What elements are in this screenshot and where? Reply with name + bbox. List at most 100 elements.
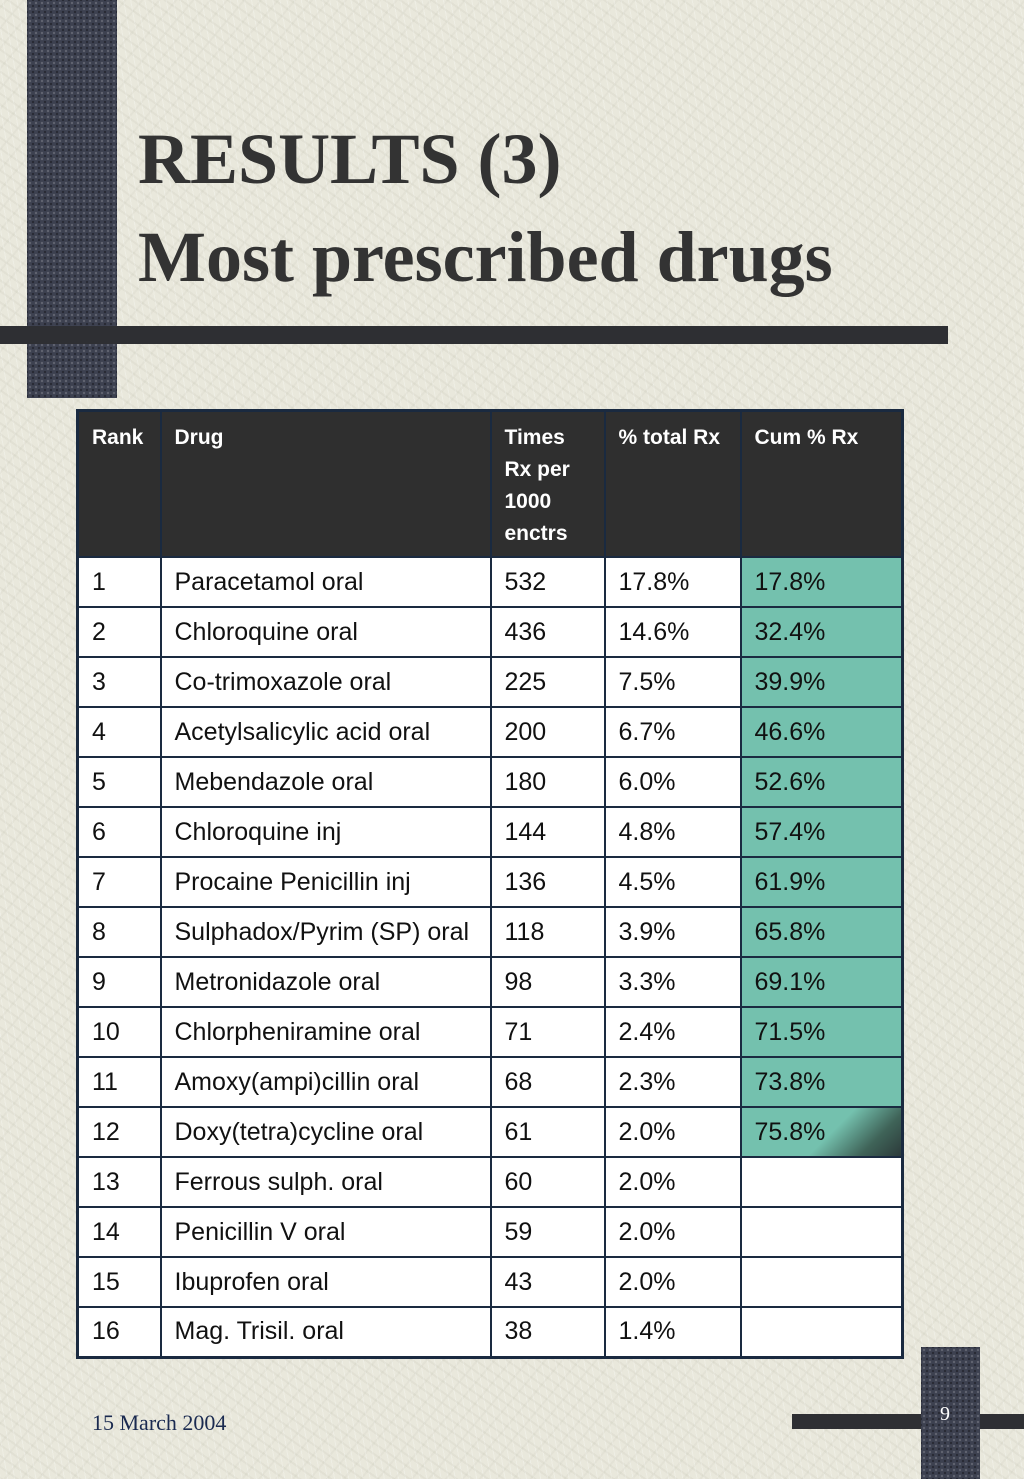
pct-total-cell: 2.0% [603,1106,742,1158]
slide-date: 15 March 2004 [92,1410,227,1435]
table-row: 14 Penicillin V oral 59 2.0% [76,1206,904,1258]
cum-pct-cell [739,1256,904,1308]
pct-total-cell: 2.4% [603,1006,742,1058]
drug-cell: Acetylsalicylic acid oral [159,706,492,758]
pct-total-cell: 4.5% [603,856,742,908]
header-pct-total: % total Rx [603,410,742,557]
drug-cell: Amoxy(ampi)cillin oral [159,1056,492,1108]
cum-pct-cell: 52.6% [739,756,904,808]
title-line-2: Most prescribed drugs [138,217,833,297]
table-row: 6 Chloroquine inj 144 4.8% 57.4% [76,806,904,858]
page-number: 9 [940,1403,950,1425]
cum-pct-cell: 57.4% [739,806,904,858]
drug-cell: Chloroquine oral [159,606,492,658]
times-rx-cell: 60 [489,1156,606,1208]
times-rx-cell: 98 [489,956,606,1008]
drugs-table: Rank Drug Times Rx per 1000 enctrs % tot… [76,409,904,1359]
header-times-rx: Times Rx per 1000 enctrs [489,410,606,557]
times-rx-cell: 43 [489,1256,606,1308]
drug-cell: Sulphadox/Pyrim (SP) oral [159,906,492,958]
cum-pct-cell [739,1206,904,1258]
cum-pct-cell: 39.9% [739,656,904,708]
cum-pct-cell: 17.8% [739,556,904,608]
cum-pct-cell: 73.8% [739,1056,904,1108]
table-row: 13 Ferrous sulph. oral 60 2.0% [76,1156,904,1208]
table-row: 11 Amoxy(ampi)cillin oral 68 2.3% 73.8% [76,1056,904,1108]
drug-cell: Chloroquine inj [159,806,492,858]
cum-pct-cell: 65.8% [739,906,904,958]
slide-title: RESULTS (3) Most prescribed drugs [138,110,1008,306]
pct-total-cell: 6.7% [603,706,742,758]
cum-pct-cell: 46.6% [739,706,904,758]
rank-cell: 10 [76,1006,162,1058]
header-drug: Drug [159,410,492,557]
bottom-right-decorative-block [921,1347,980,1479]
rank-cell: 13 [76,1156,162,1208]
pct-total-cell: 6.0% [603,756,742,808]
rank-cell: 2 [76,606,162,658]
cum-pct-cell [739,1156,904,1208]
table-row: 9 Metronidazole oral 98 3.3% 69.1% [76,956,904,1008]
table-row: 7 Procaine Penicillin inj 136 4.5% 61.9% [76,856,904,908]
rank-cell: 9 [76,956,162,1008]
pct-total-cell: 14.6% [603,606,742,658]
footer-bar-right [980,1414,1024,1429]
footer-bar-left [792,1414,921,1429]
drug-cell: Paracetamol oral [159,556,492,608]
drug-cell: Metronidazole oral [159,956,492,1008]
times-rx-cell: 118 [489,906,606,958]
rank-cell: 1 [76,556,162,608]
table-header-row: Rank Drug Times Rx per 1000 enctrs % tot… [76,410,904,557]
table-row: 3 Co-trimoxazole oral 225 7.5% 39.9% [76,656,904,708]
rank-cell: 12 [76,1106,162,1158]
drug-cell: Mebendazole oral [159,756,492,808]
times-rx-cell: 436 [489,606,606,658]
times-rx-cell: 532 [489,556,606,608]
rank-cell: 8 [76,906,162,958]
table-row: 10 Chlorpheniramine oral 71 2.4% 71.5% [76,1006,904,1058]
times-rx-cell: 180 [489,756,606,808]
header-rank: Rank [76,410,162,557]
cum-pct-cell: 71.5% [739,1006,904,1058]
cum-pct-cell: 75.8% [739,1106,904,1158]
drug-cell: Ferrous sulph. oral [159,1156,492,1208]
cum-pct-cell: 61.9% [739,856,904,908]
pct-total-cell: 7.5% [603,656,742,708]
cum-pct-cell: 32.4% [739,606,904,658]
table-row: 8 Sulphadox/Pyrim (SP) oral 118 3.9% 65.8% [76,906,904,958]
title-divider-bar [0,326,948,344]
header-times-line-3: 1000 [504,490,552,513]
rank-cell: 14 [76,1206,162,1258]
table-row: 4 Acetylsalicylic acid oral 200 6.7% 46.6% [76,706,904,758]
drug-cell: Co-trimoxazole oral [159,656,492,708]
times-rx-cell: 71 [489,1006,606,1058]
rank-cell: 15 [76,1256,162,1308]
rank-cell: 7 [76,856,162,908]
times-rx-cell: 136 [489,856,606,908]
drug-cell: Chlorpheniramine oral [159,1006,492,1058]
table-row: 5 Mebendazole oral 180 6.0% 52.6% [76,756,904,808]
drug-cell: Ibuprofen oral [159,1256,492,1308]
times-rx-cell: 225 [489,656,606,708]
drug-cell: Doxy(tetra)cycline oral [159,1106,492,1158]
cum-pct-cell [739,1306,904,1358]
pct-total-cell: 3.9% [603,906,742,958]
rank-cell: 6 [76,806,162,858]
title-line-1: RESULTS (3) [138,119,562,199]
drug-cell: Mag. Trisil. oral [159,1306,492,1358]
table-row: 1 Paracetamol oral 532 17.8% 17.8% [76,556,904,608]
table-row: 16 Mag. Trisil. oral 38 1.4% [76,1306,904,1358]
rank-cell: 16 [76,1306,162,1358]
drug-cell: Penicillin V oral [159,1206,492,1258]
times-rx-cell: 68 [489,1056,606,1108]
times-rx-cell: 200 [489,706,606,758]
table-row: 12 Doxy(tetra)cycline oral 61 2.0% 75.8% [76,1106,904,1158]
header-times-line-4: enctrs [504,522,568,545]
pct-total-cell: 2.0% [603,1156,742,1208]
rank-cell: 11 [76,1056,162,1108]
header-times-line-1: Times [504,426,565,449]
pct-total-cell: 2.3% [603,1056,742,1108]
rank-cell: 4 [76,706,162,758]
pct-total-cell: 17.8% [603,556,742,608]
table-body: 1 Paracetamol oral 532 17.8% 17.8% 2 Chloroqui… [76,556,904,1358]
